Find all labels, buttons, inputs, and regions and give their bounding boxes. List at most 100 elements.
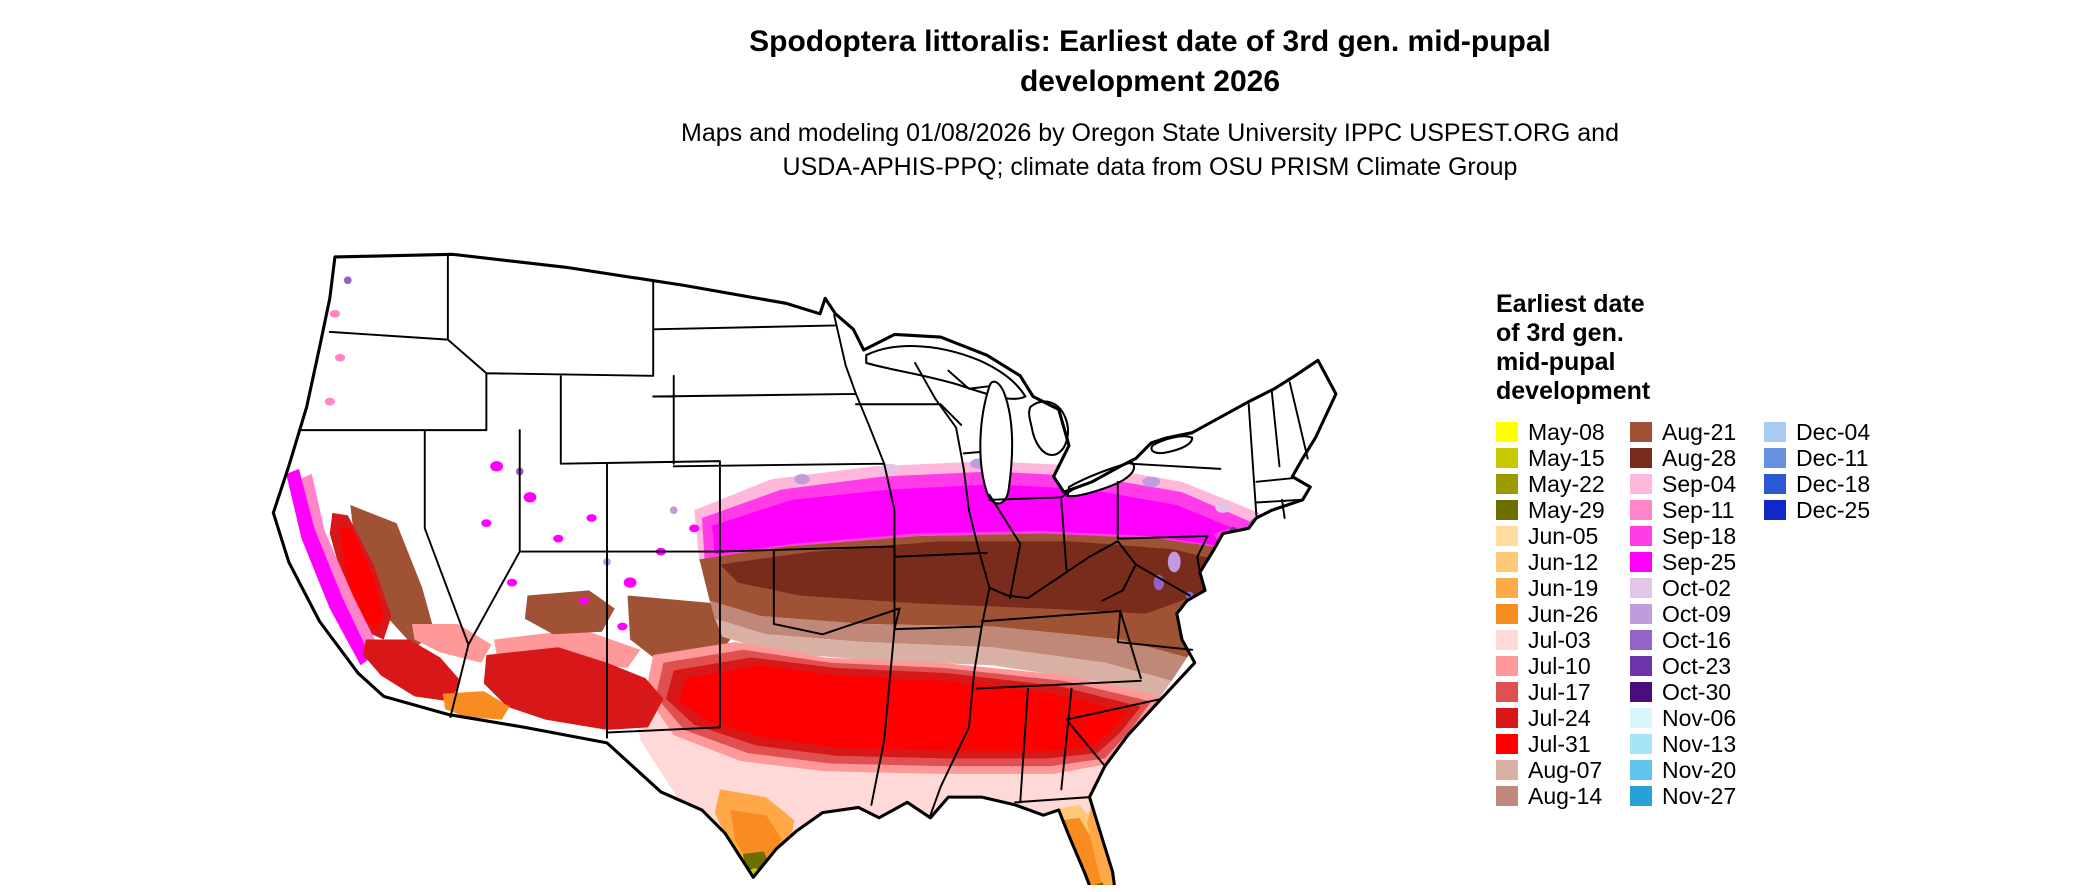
map-outline [271,252,1338,885]
legend-entry-label: Sep-04 [1662,470,1737,497]
legend-swatch [1630,500,1652,520]
legend-swatch [1630,578,1652,598]
legend-entry: Jun-26 [1496,601,1618,627]
legend-swatch [1496,630,1518,650]
legend-entry-label: Oct-16 [1662,626,1732,653]
subtitle-line-2: USDA-APHIS-PPQ; climate data from OSU PR… [782,153,1518,181]
legend-swatch [1496,734,1518,754]
header: Spodoptera littoralis: Earliest date of … [400,22,1900,184]
lake-superior [865,344,1027,400]
legend-title-line: Earliest date [1496,290,1645,318]
map-region-Jun-19 [1086,802,1121,885]
legend-swatch [1496,760,1518,780]
legend-entry-label: Aug-14 [1528,782,1603,809]
legend-entry-label: May-08 [1528,418,1605,445]
legend-entry: Jul-24 [1496,705,1618,731]
map-region-Sep-11 [299,474,382,661]
legend-entry: May-22 [1496,471,1618,497]
subtitle: Maps and modeling 01/08/2026 by Oregon S… [400,116,1900,184]
legend-swatch [1630,786,1652,806]
lake-michigan [979,380,1014,505]
map-lakes [865,344,1194,505]
legend-entry-label: Jul-03 [1528,626,1591,653]
legend-swatch [1630,604,1652,624]
legend-entry: Oct-23 [1630,653,1752,679]
map-region-Sep-25 [490,461,504,472]
legend-entry: Sep-18 [1630,523,1752,549]
legend-entry-label: Dec-04 [1796,418,1871,445]
legend-entry: Aug-14 [1496,783,1618,809]
lake-erie [1066,461,1136,498]
us-map [271,252,1338,885]
map-region-Jun-26 [730,810,782,867]
legend-column: Dec-04 Dec-11 Dec-18 Dec-25 [1764,419,1886,523]
legend-entry: Oct-16 [1630,627,1752,653]
legend-entry-label: Dec-18 [1796,470,1871,497]
map-region-Sep-25 [481,519,492,528]
legend-swatch [1496,578,1518,598]
legend-swatch [1496,552,1518,572]
legend-entry-label: Oct-02 [1662,574,1732,601]
legend-entry: Sep-25 [1630,549,1752,575]
legend-entry: Dec-04 [1764,419,1886,445]
map-region-Oct-16 [1061,463,1077,475]
legend-entry: Aug-21 [1630,419,1752,445]
legend-entry-label: May-29 [1528,496,1605,523]
map-region-Jun-26 [442,691,510,720]
legend-entry-label: Aug-28 [1662,444,1737,471]
legend-entry: Nov-20 [1630,757,1752,783]
legend-column: Aug-21 Aug-28 Sep-04 Sep-11 Sep-18 Sep-25 Oct-… [1630,419,1752,809]
legend-swatch [1496,604,1518,624]
legend-entry: May-29 [1496,497,1618,523]
map-region-Oct-09 [669,506,678,515]
legend-entry-label: Sep-25 [1662,548,1737,575]
legend-entry-label: Sep-18 [1662,522,1737,549]
legend-entry-label: Jul-17 [1528,678,1591,705]
legend-entry-label: Sep-11 [1662,496,1735,523]
legend-swatch [1496,500,1518,520]
legend-swatch [1496,786,1518,806]
legend-entry: May-08 [1496,419,1618,445]
legend-entry: Dec-25 [1764,497,1886,523]
legend-entry-label: Nov-20 [1662,756,1737,783]
map-region-Sep-11 [329,309,341,318]
legend-column: May-08 May-15 May-22 May-29 Jun-05 Jun-12 Jun-… [1496,419,1618,809]
legend-entry-label: Jul-24 [1528,704,1591,731]
legend: Earliest date of 3rd gen. mid-pupal deve… [1496,290,1898,809]
page-title-line-2: development 2026 [1019,65,1281,98]
map-region-Sep-25 [712,484,1285,565]
map-region-Sep-25 [617,622,628,631]
map-region-Oct-09 [794,474,810,485]
page-title-line-1: Spodoptera littoralis: Earliest date of … [749,25,1551,58]
legend-swatch [1764,448,1786,468]
legend-title: Earliest date of 3rd gen. mid-pupal deve… [1496,290,1898,406]
legend-entry: Dec-18 [1764,471,1886,497]
legend-entry: Oct-02 [1630,575,1752,601]
map-region-Aug-21 [524,590,615,635]
legend-entry: Oct-09 [1630,601,1752,627]
legend-entry-label: Oct-30 [1662,678,1732,705]
legend-entry: Jul-17 [1496,679,1618,705]
legend-entry: Jul-10 [1496,653,1618,679]
legend-swatch [1630,734,1652,754]
legend-swatch [1764,474,1786,494]
legend-title-line: development [1496,377,1651,405]
lake-huron [1028,400,1069,456]
legend-entry-label: Jun-19 [1528,574,1599,601]
legend-entry-label: Jun-26 [1528,600,1599,627]
legend-swatch [1630,682,1652,702]
legend-entry: Oct-30 [1630,679,1752,705]
legend-entry-label: Dec-25 [1796,496,1871,523]
legend-swatch [1496,656,1518,676]
legend-swatch [1630,422,1652,442]
map-region-Sep-25 [689,524,700,533]
legend-entry: Aug-07 [1496,757,1618,783]
map-region-Oct-02 [879,463,900,475]
map-region-Sep-25 [586,514,597,522]
legend-entry-label: Nov-27 [1662,782,1737,809]
legend-entry-label: Nov-13 [1662,730,1737,757]
map-region-Sep-11 [334,353,346,362]
legend-swatch [1496,422,1518,442]
map-region-Jul-31 [678,665,1129,751]
map-region-Oct-09 [1167,551,1181,573]
